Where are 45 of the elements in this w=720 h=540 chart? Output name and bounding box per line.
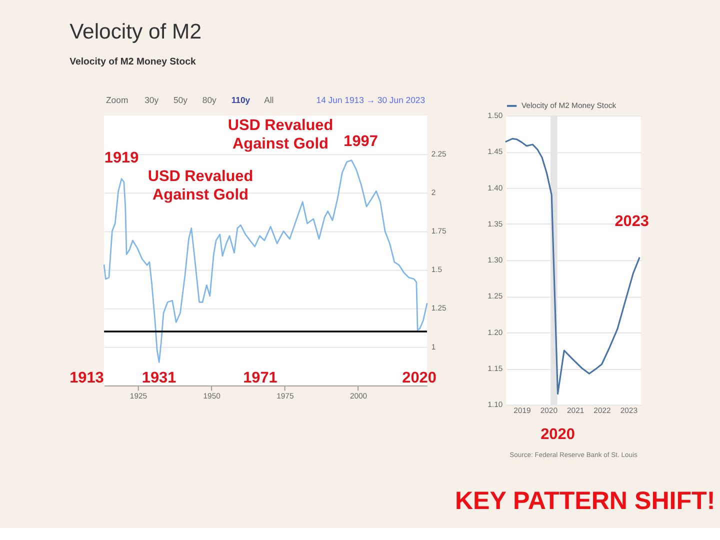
y-tick-label: 1.25 xyxy=(488,292,503,301)
text: 50y xyxy=(173,95,188,106)
y-tick-label: 2.25 xyxy=(431,150,446,159)
text: 80y xyxy=(202,95,218,106)
y-tick-label: 1.35 xyxy=(488,219,503,228)
y-tick-label: 1.25 xyxy=(431,304,446,313)
chart-title: Velocity of M2 xyxy=(70,20,202,44)
annotation: 1919 xyxy=(104,149,139,166)
x-tick-label: 2020 xyxy=(540,406,558,415)
y-tick-label: 1.75 xyxy=(431,226,446,236)
y-tick-label: 2 xyxy=(431,188,436,198)
text: 14 Jun 1913 → 30 Jun 2023 xyxy=(316,95,426,106)
annotation: 1971 xyxy=(243,370,278,387)
y-tick-label: 1.30 xyxy=(488,256,503,265)
x-tick-label: 2022 xyxy=(594,406,611,415)
text: Zoom xyxy=(106,95,128,106)
annotation: USD Revalued Against Gold xyxy=(228,117,334,152)
x-tick-label: 1925 xyxy=(130,391,148,400)
x-tick-label: 2021 xyxy=(567,406,584,415)
annotation: 2020 xyxy=(402,370,436,387)
y-tick-label: 1.50 xyxy=(488,110,503,120)
text: 110y xyxy=(231,95,250,106)
text: 30y xyxy=(144,95,160,106)
annotation: USD Revalued Against Gold xyxy=(148,168,254,204)
x-tick-label: 2019 xyxy=(514,406,531,415)
x-tick-label: 1975 xyxy=(276,391,294,400)
y-tick-label: 1.5 xyxy=(431,265,442,274)
y-tick-label: 1.15 xyxy=(488,364,503,373)
annotation: 1931 xyxy=(142,370,177,387)
y-tick-label: 1 xyxy=(431,342,436,352)
x-tick-label: 2023 xyxy=(620,406,638,415)
y-tick-label: 1.45 xyxy=(488,147,503,156)
text: 1913 xyxy=(70,370,104,387)
annotation: 2020 xyxy=(540,426,575,444)
x-tick-label: 1950 xyxy=(203,391,220,400)
annotation: 1997 xyxy=(344,132,378,150)
y-tick-label: 1.40 xyxy=(488,183,503,192)
text: All xyxy=(264,95,274,106)
y-tick-label: 1.20 xyxy=(488,328,503,337)
annotation: 2023 xyxy=(614,213,650,230)
legend-label: Velocity of M2 Money Stock xyxy=(521,100,616,110)
text: KEY PATTERN SHIFT! xyxy=(454,486,716,515)
x-tick-label: 2000 xyxy=(350,391,368,400)
y-tick-label: 1.10 xyxy=(488,400,503,410)
chart-subtitle: Velocity of M2 Money Stock xyxy=(70,56,196,68)
